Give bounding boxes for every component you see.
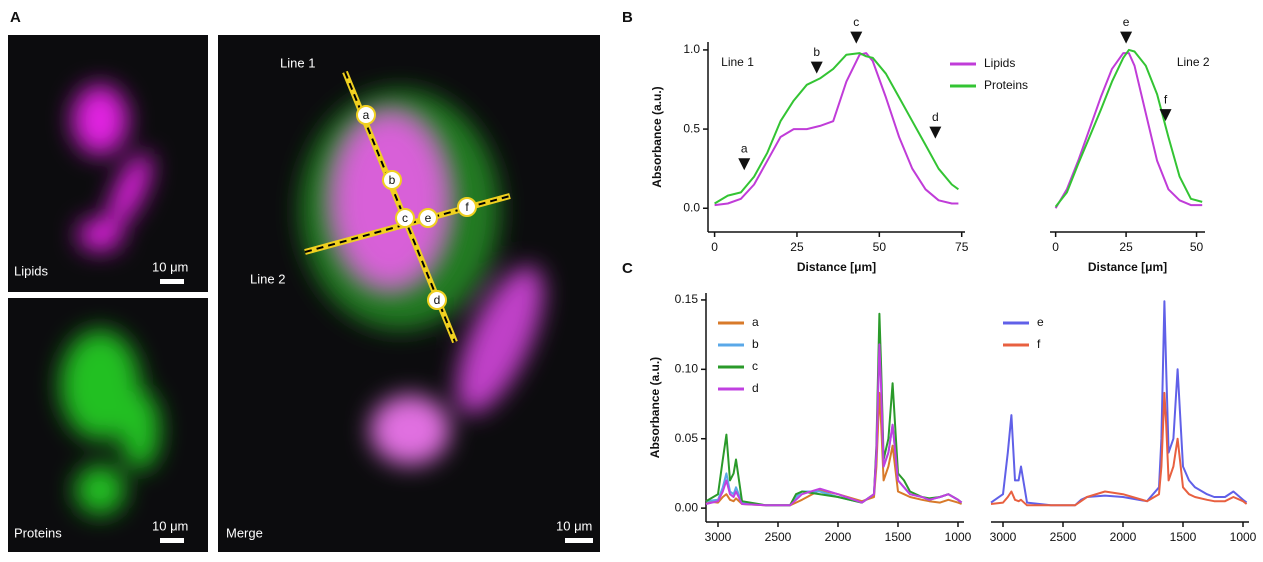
x-axis-label: Distance [μm]	[797, 260, 876, 274]
series-line	[705, 340, 963, 507]
proteins-image: Proteins 10 μm	[8, 298, 208, 552]
annotation-label: e	[1123, 15, 1130, 29]
line-label: Line 2	[250, 271, 285, 286]
image-label: Lipids	[14, 263, 48, 278]
x-tick-label: 25	[1119, 240, 1133, 254]
lipids-image: Lipids 10 μm	[8, 35, 208, 292]
x-tick-label: 0	[711, 240, 718, 254]
x-axis-label: Distance [μm]	[1088, 260, 1167, 274]
x-tick-label: 3000	[705, 530, 732, 544]
annotation-label: d	[932, 110, 939, 124]
annotation-arrow	[929, 126, 942, 139]
x-tick-label: 1000	[1230, 530, 1257, 544]
panel-label: C	[622, 260, 633, 277]
y-tick-label: 0.00	[675, 500, 699, 514]
x-tick-label: 1500	[885, 530, 912, 544]
annotation-label: f	[1164, 92, 1168, 106]
marker-label: b	[389, 173, 396, 187]
marker-label: a	[363, 108, 370, 122]
line-label: Line 1	[280, 55, 315, 70]
x-tick-label: 0	[1052, 240, 1059, 254]
marker-label: f	[465, 200, 469, 214]
series-line	[714, 52, 959, 207]
annotation-arrow	[1159, 109, 1172, 122]
marker-label: d	[434, 293, 441, 307]
legend-label: f	[1037, 337, 1041, 351]
annotation-label: c	[853, 15, 859, 29]
marker-label: e	[425, 211, 432, 225]
merge-image: Line 1 Line 2 a b c d e f Merge 10 μm	[218, 35, 600, 552]
annotation-label: a	[741, 141, 748, 155]
annotation-label: Line 2	[1177, 55, 1210, 69]
line-marker	[457, 197, 477, 217]
x-tick-label: 50	[1190, 240, 1204, 254]
x-tick-label: 75	[955, 240, 969, 254]
y-tick-label: 0.0	[683, 200, 700, 214]
line-marker	[427, 290, 447, 310]
line-marker	[418, 208, 438, 228]
series-line	[705, 391, 962, 507]
panel-label: A	[10, 9, 21, 26]
image-label: Merge	[226, 525, 263, 540]
x-tick-label: 1500	[1170, 530, 1197, 544]
y-tick-label: 0.10	[675, 362, 699, 376]
y-tick-label: 1.0	[683, 42, 700, 56]
series-line	[1054, 52, 1203, 209]
marker-label: c	[402, 211, 408, 225]
annotation-label: Line 1	[721, 55, 754, 69]
series-line	[705, 312, 963, 507]
legend-label: a	[752, 315, 759, 329]
x-tick-label: 2000	[1110, 530, 1137, 544]
series-line	[714, 52, 959, 205]
scale-label: 10 μm	[152, 518, 188, 533]
x-tick-label: 3000	[990, 530, 1017, 544]
line-marker	[382, 170, 402, 190]
x-tick-label: 1000	[945, 530, 972, 544]
x-tick-label: 2500	[765, 530, 792, 544]
x-tick-label: 2500	[1050, 530, 1077, 544]
series-line	[990, 391, 1248, 507]
scale-label: 10 μm	[152, 259, 188, 274]
legend-label: b	[752, 337, 759, 351]
annotation-arrow	[738, 158, 751, 171]
y-axis-label: Absorbance (a.u.)	[648, 357, 662, 458]
legend-label: d	[752, 381, 759, 395]
x-tick-label: 50	[873, 240, 887, 254]
y-tick-label: 0.5	[683, 121, 700, 135]
series-line	[1054, 48, 1203, 208]
legend-label: c	[752, 359, 758, 373]
annotation-arrow	[1120, 31, 1133, 44]
legend-label: e	[1037, 315, 1044, 329]
legend-label: Lipids	[984, 56, 1015, 70]
line-marker	[356, 105, 376, 125]
series-line	[705, 343, 963, 507]
annotation-arrow	[850, 31, 863, 44]
image-label: Proteins	[14, 525, 62, 540]
panel-label: B	[622, 9, 633, 26]
x-tick-label: 2000	[825, 530, 852, 544]
y-tick-label: 0.05	[675, 431, 699, 445]
annotation-arrow	[810, 61, 823, 74]
annotation-label: b	[813, 45, 820, 59]
y-tick-label: 0.15	[675, 292, 699, 306]
series-line	[990, 300, 1248, 507]
scale-label: 10 μm	[556, 518, 592, 533]
y-axis-label: Absorbance (a.u.)	[650, 86, 664, 187]
line-marker	[395, 208, 415, 228]
legend-label: Proteins	[984, 78, 1028, 92]
x-tick-label: 25	[790, 240, 804, 254]
